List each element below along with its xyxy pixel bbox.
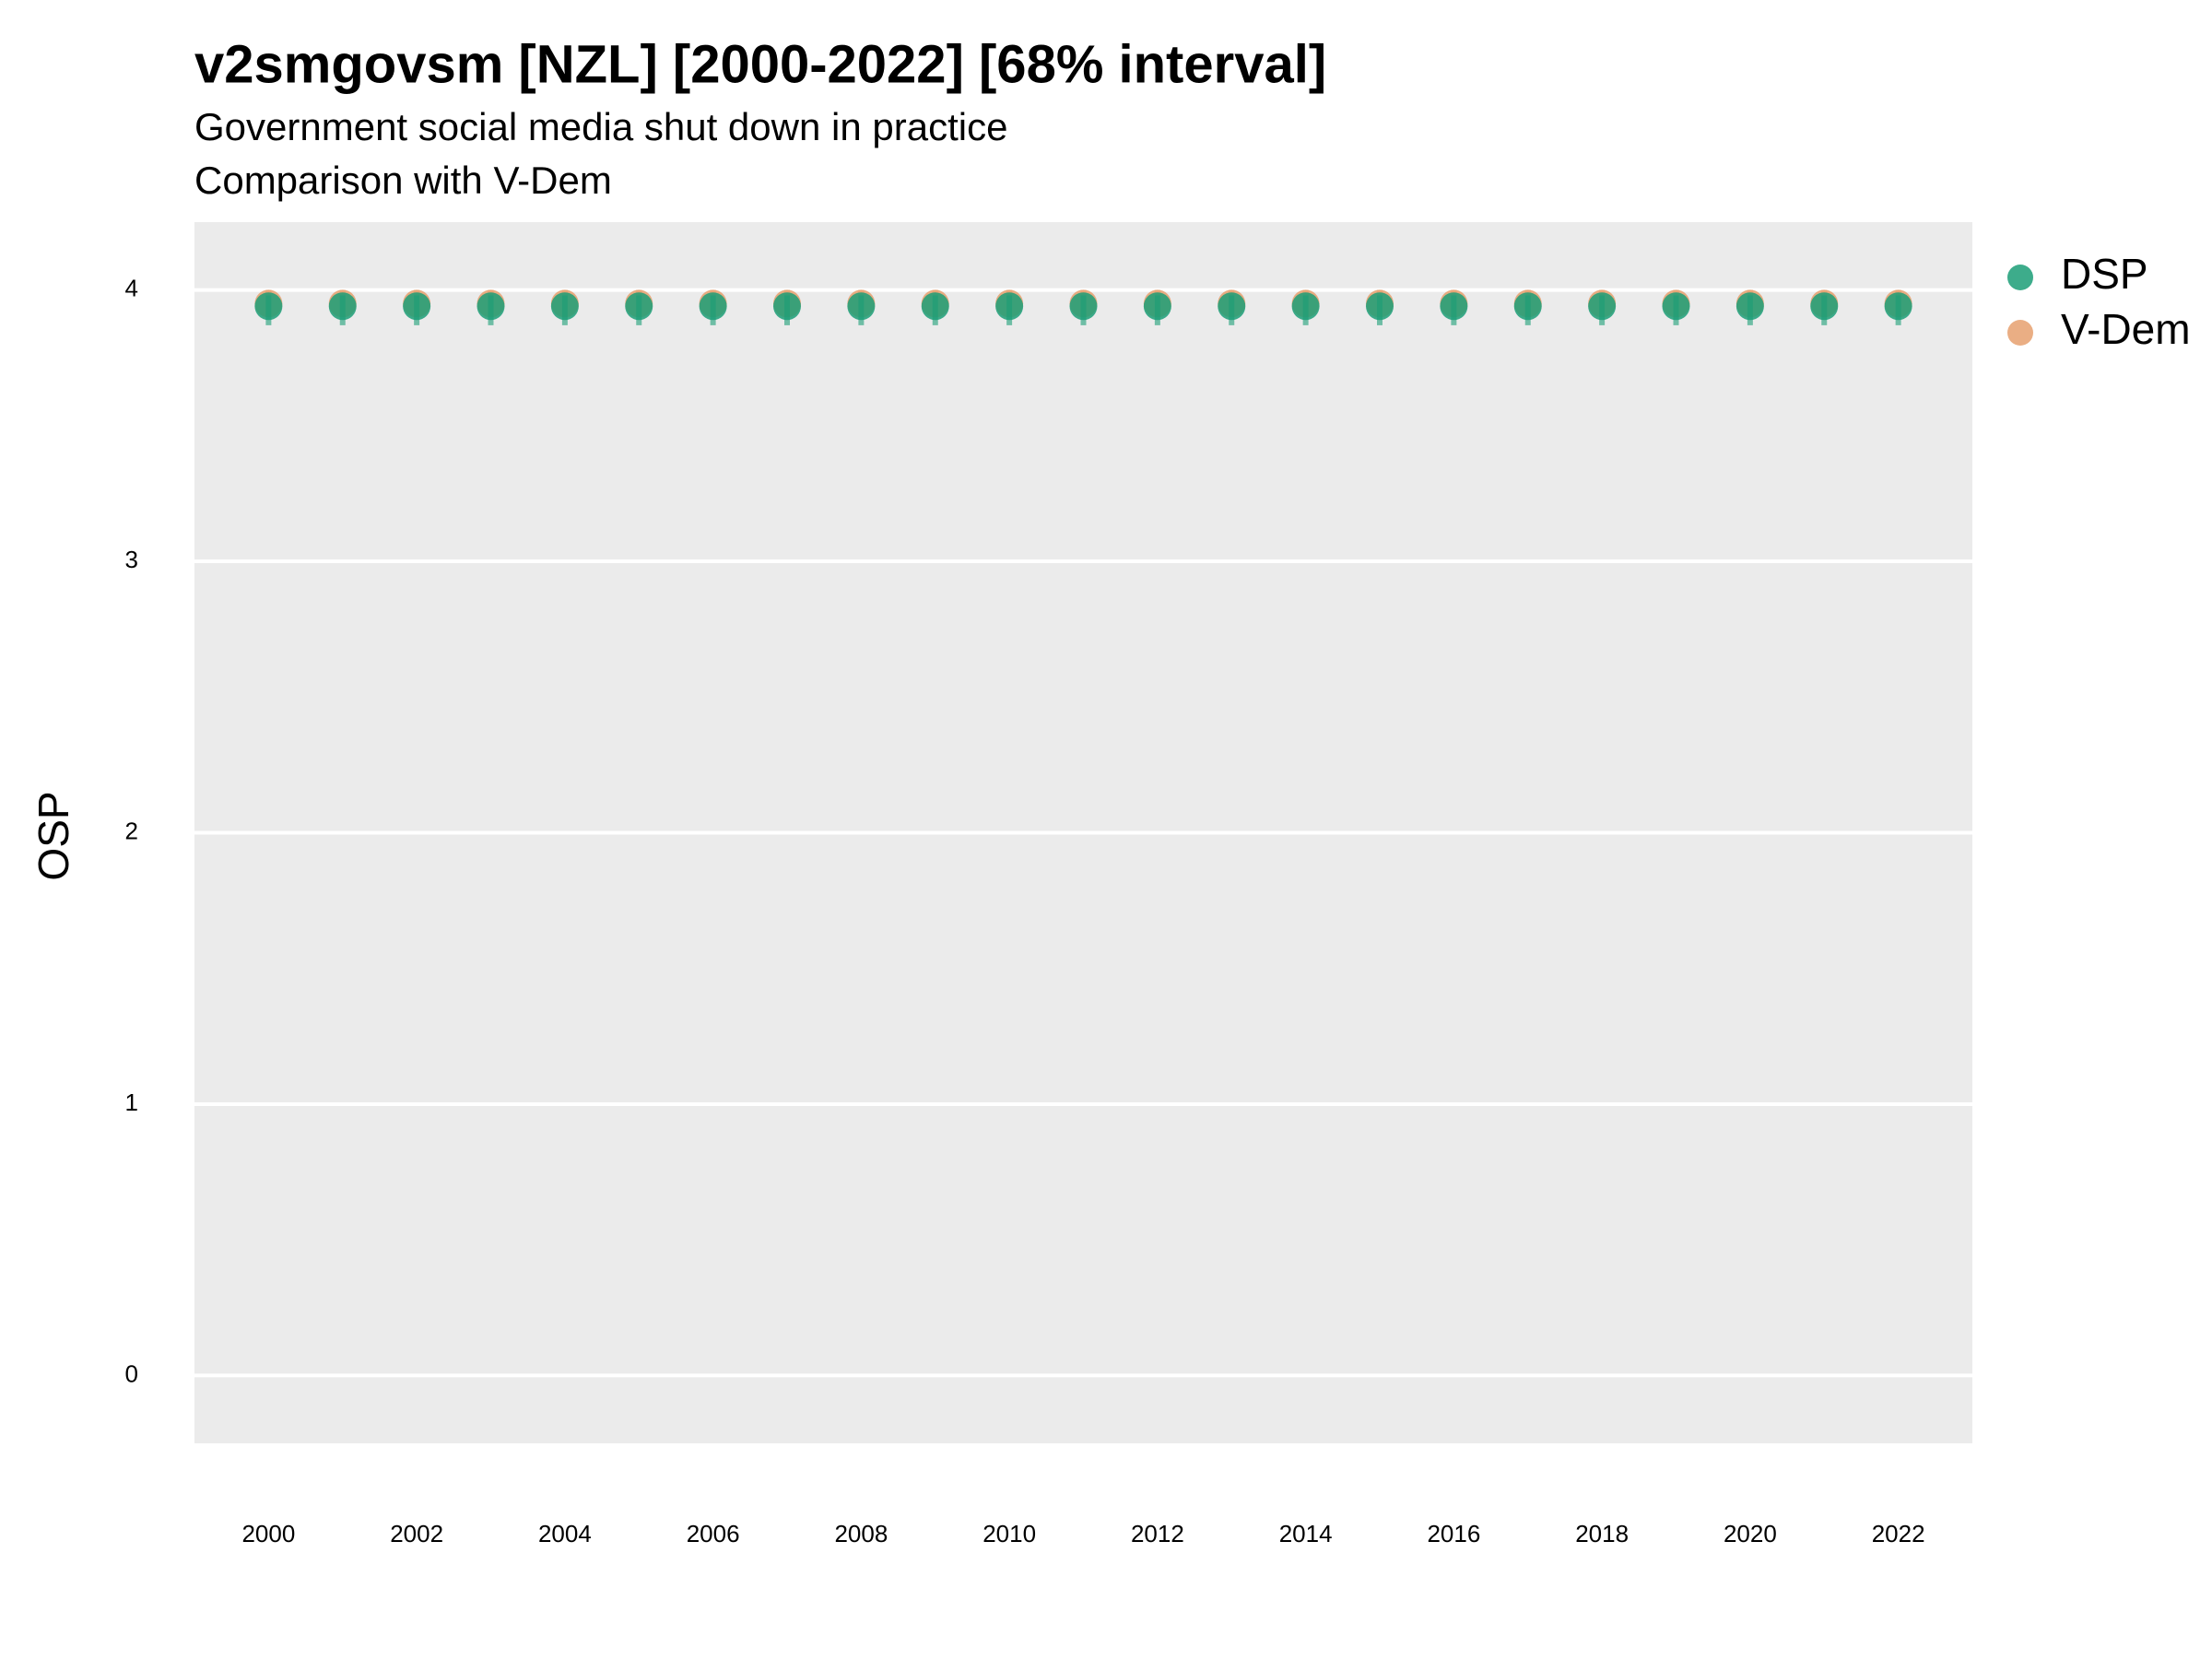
point: [254, 292, 283, 321]
chart-title: v2smgovsm [NZL] [2000-2022] [68% interva…: [194, 34, 1326, 94]
point: [1884, 292, 1912, 321]
legend-label: DSP: [2061, 250, 2148, 298]
point: [477, 292, 505, 321]
point: [1662, 292, 1690, 321]
point: [1810, 292, 1839, 321]
point: [328, 292, 357, 321]
x-tick-label: 2000: [241, 1520, 295, 1547]
point: [1735, 292, 1764, 321]
x-tick-label: 2006: [687, 1520, 740, 1547]
point: [1143, 292, 1171, 321]
point: [550, 292, 579, 321]
point: [1513, 292, 1542, 321]
legend-swatch: [2007, 320, 2033, 346]
x-tick-label: 2014: [1279, 1520, 1333, 1547]
point: [1588, 292, 1617, 321]
y-tick-label: 2: [125, 817, 138, 844]
x-tick-label: 2020: [1724, 1520, 1777, 1547]
x-tick-label: 2010: [982, 1520, 1036, 1547]
point: [403, 292, 431, 321]
point: [847, 292, 876, 321]
point: [1291, 292, 1320, 321]
y-axis-label: OSP: [29, 791, 77, 880]
point: [699, 292, 727, 321]
point: [773, 292, 801, 321]
point: [1218, 292, 1246, 321]
y-tick-label: 4: [125, 274, 138, 301]
point: [1366, 292, 1394, 321]
point: [1069, 292, 1098, 321]
x-tick-label: 2004: [538, 1520, 592, 1547]
chart-subtitle: Government social media shut down in pra…: [194, 105, 1007, 148]
legend-swatch: [2007, 265, 2033, 290]
x-tick-label: 2022: [1872, 1520, 1925, 1547]
y-tick-label: 0: [125, 1359, 138, 1387]
point: [921, 292, 949, 321]
y-tick-label: 3: [125, 546, 138, 573]
x-tick-label: 2018: [1575, 1520, 1629, 1547]
x-tick-label: 2002: [390, 1520, 443, 1547]
point: [1440, 292, 1468, 321]
x-tick-label: 2016: [1427, 1520, 1480, 1547]
legend-label: V-Dem: [2061, 305, 2191, 353]
y-tick-label: 1: [125, 1088, 138, 1116]
x-tick-label: 2008: [834, 1520, 888, 1547]
chart-subtitle: Comparison with V-Dem: [194, 159, 612, 202]
point: [625, 292, 653, 321]
x-tick-label: 2012: [1131, 1520, 1184, 1547]
point: [995, 292, 1024, 321]
